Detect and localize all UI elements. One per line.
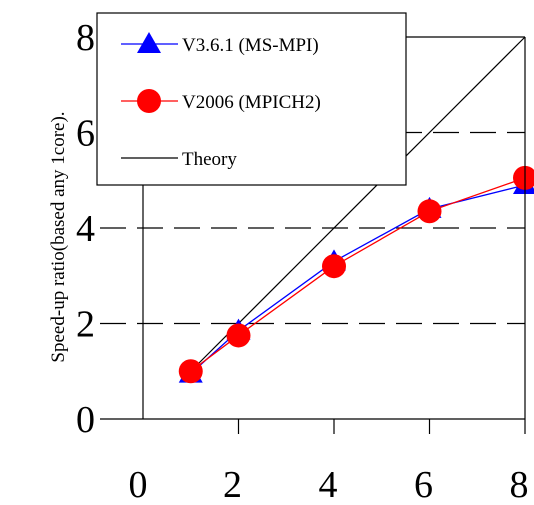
data-series	[178, 165, 534, 384]
x-tick-label: 4	[319, 464, 338, 505]
circle-point	[417, 199, 442, 224]
x-tick-label: 8	[510, 464, 529, 505]
y-tick-label: 4	[76, 208, 95, 250]
legend-circle-marker	[137, 89, 161, 113]
legend-label: V3.6.1 (MS-MPI)	[182, 35, 319, 56]
legend-label: V2006 (MPICH2)	[182, 92, 321, 113]
circle-point	[513, 165, 534, 190]
grid-lines	[100, 131, 525, 325]
circle-point	[178, 359, 203, 384]
y-tick-label: 8	[76, 17, 95, 59]
legend-triangle-marker	[137, 32, 161, 53]
y-axis-label: Speed-up ratio(based any 1core).	[48, 111, 69, 362]
x-tick-label: 6	[414, 464, 433, 505]
circle-point	[322, 254, 346, 279]
legend: V3.6.1 (MS-MPI) V2006 (MPICH2) Theory	[96, 12, 407, 186]
theory-line	[190, 36, 526, 372]
y-tick-label: 6	[76, 113, 95, 155]
tick-labels: 0 2 4 6 8 0 2 4 6 8	[76, 17, 529, 505]
y-tick-label: 2	[76, 304, 95, 346]
y-tick-label: 0	[76, 399, 95, 441]
legend-label: Theory	[182, 149, 237, 170]
x-tick-label: 2	[223, 464, 242, 505]
circle-point	[226, 323, 251, 348]
theory-series	[190, 36, 526, 372]
x-tick-label: 0	[129, 464, 148, 505]
